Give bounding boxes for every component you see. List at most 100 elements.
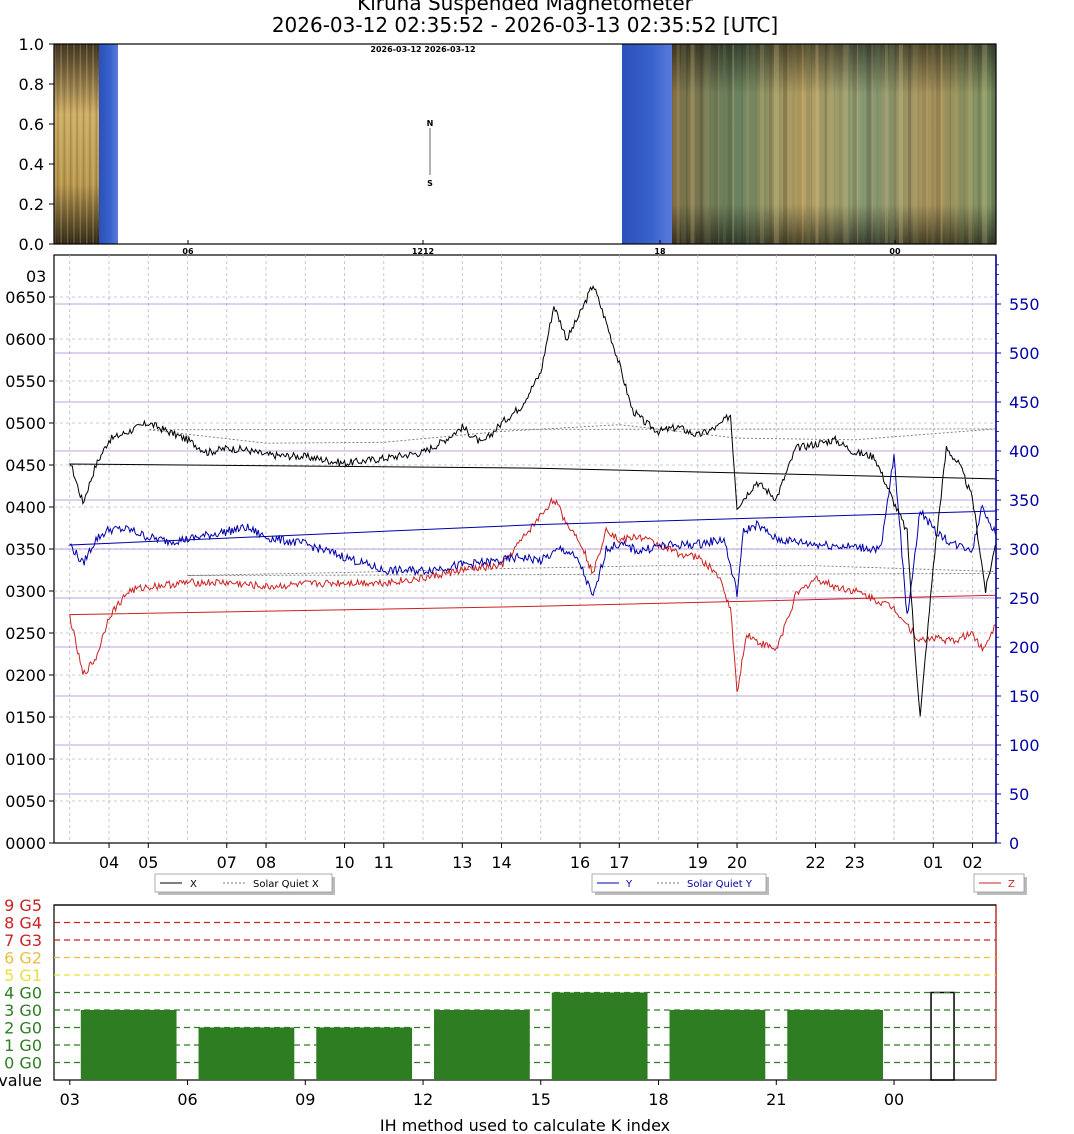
keogram-streak (89, 44, 91, 244)
keogram-streak (926, 44, 928, 244)
keogram-streak (852, 44, 857, 244)
keogram-streak (704, 44, 710, 244)
keogram-streak (797, 44, 803, 244)
keogram-streak (70, 44, 72, 244)
magnetometer-right-tick-label: 100 (1009, 736, 1040, 755)
keogram-streak (903, 44, 905, 244)
keogram-streak (857, 44, 859, 244)
magnetometer-x-tick-label: 10 (334, 853, 354, 872)
keogram-streak (912, 44, 918, 244)
keogram-streak (79, 44, 82, 244)
magnetometer-left-tick-label: 0050 (5, 792, 46, 811)
keogram-streak (834, 44, 836, 244)
k-index-x-tick-label: 15 (531, 1090, 551, 1109)
keogram-streak (847, 44, 850, 244)
keogram-streak (815, 44, 819, 244)
keogram-streak (685, 44, 688, 244)
magnetometer-x-tick-label: 16 (570, 853, 590, 872)
keogram-streak (908, 44, 912, 244)
keogram-streak (820, 44, 826, 244)
magnetometer-x-tick-label: 14 (491, 853, 511, 872)
magnetometer-x-tick-label: 07 (217, 853, 237, 872)
keogram-bottom-tick-label: 00 (889, 247, 901, 256)
k-index-x-tick-label: 21 (766, 1090, 786, 1109)
keogram-streak (86, 44, 88, 244)
k-index-bars (80, 991, 955, 1081)
k-index-y-label: 4 G0 (4, 984, 42, 1003)
magnetometer-right-tick-label: 450 (1009, 393, 1040, 412)
k-index-x-label: IH method used to calculate K index (380, 1116, 670, 1134)
k-index-y-label: 2 G0 (4, 1019, 42, 1038)
keogram-y-tick-label: 0.2 (19, 195, 44, 214)
magnetometer-left-tick-label: 0450 (5, 456, 46, 475)
magnetometer-right-tick-label: 400 (1009, 442, 1040, 461)
keogram-streak (792, 44, 796, 244)
series-x (68, 284, 996, 717)
keogram-streak (755, 44, 758, 244)
keogram-streak (769, 44, 773, 244)
magnetometer-left-tick-label: 0250 (5, 624, 46, 643)
magnetometer-left-tick-label: 0400 (5, 498, 46, 517)
keogram-streak (73, 44, 75, 244)
keogram-image-blue-left (99, 44, 118, 244)
keogram-streak (773, 44, 779, 244)
keogram-streak (95, 44, 98, 244)
keogram-streak (741, 44, 743, 244)
k-index-x-axis: 03 06 09 12 15 18 21 00 (60, 1080, 904, 1109)
series-y (68, 454, 996, 614)
keogram-streak (986, 44, 989, 244)
series-z (69, 496, 996, 692)
keogram-streak (940, 44, 943, 244)
magnetometer-x-tick-label: 05 (138, 853, 158, 872)
keogram-streak (959, 44, 965, 244)
magnetometer-left-tick-label: 0200 (5, 666, 46, 685)
magnetometer-right-tick-label: 200 (1009, 638, 1040, 657)
magnetometer-left-tick-label: 0150 (5, 708, 46, 727)
magnetometer-x-tick-label: 20 (727, 853, 747, 872)
magnetometer-x-tick-label: 01 (923, 853, 943, 872)
keogram-streak (713, 44, 718, 244)
keogram-streak (949, 44, 951, 244)
keogram-bottom-tick-label: 1212 (412, 247, 434, 256)
keogram-streak (82, 44, 85, 244)
legend-x-label: X (190, 879, 197, 890)
keogram-frame (53, 43, 997, 245)
magnetometer-x-tick-label: 22 (805, 853, 825, 872)
magnetometer-x-tick-label: 23 (845, 853, 865, 872)
magnetometer-x-tick-label: 11 (374, 853, 394, 872)
keogram-streak (759, 44, 764, 244)
keogram-y-tick-label: 0.6 (19, 115, 44, 134)
keogram-image-left (54, 44, 99, 244)
keogram-y-ticks: 0.0 0.2 0.4 0.6 0.8 1.0 (19, 35, 54, 254)
keogram-streak (681, 44, 687, 244)
k-index-x-tick-label: 09 (295, 1090, 315, 1109)
magnetometer-left-tick-label: 0550 (5, 372, 46, 391)
k-index-bar (198, 1027, 295, 1080)
legend-quiet-y-label: Solar Quiet Y (687, 879, 753, 890)
k-index-y-label: 0 G0 (4, 1054, 42, 1073)
magnetometer-right-tick-label: 0 (1009, 834, 1019, 853)
keogram-streak (736, 44, 741, 244)
keogram-bottom-tick-label: 18 (654, 247, 666, 256)
magnetometer-x-axis: 04 05 07 08 10 11 13 14 16 17 19 20 22 23 01 02 (99, 843, 983, 872)
keogram-streak (722, 44, 726, 244)
keogram-image-shade (672, 44, 996, 244)
magnetometer-x-tick-label: 13 (452, 853, 472, 872)
magnetometer-x-tick-label: 08 (256, 853, 276, 872)
legend-z: Z (973, 873, 1027, 895)
legend-quiet-x-label: Solar Quiet X (253, 879, 319, 890)
k-index-y-label: 9 G5 (4, 896, 42, 915)
figure-subtitle: 2026-03-12 02:35:52 - 2026-03-13 02:35:5… (272, 13, 778, 37)
magnetometer-series (68, 284, 996, 717)
magnetometer-right-tick-label: 500 (1009, 344, 1040, 363)
k-index-y-label: 5 G1 (4, 966, 42, 985)
keogram-streak (672, 44, 673, 244)
legend-x: X Solar Quiet X (154, 873, 335, 895)
keogram-streak (880, 44, 882, 244)
magnetometer-left-tick-label: 0350 (5, 540, 46, 559)
k-index-bar (316, 1027, 413, 1080)
keogram-streak (57, 44, 59, 244)
